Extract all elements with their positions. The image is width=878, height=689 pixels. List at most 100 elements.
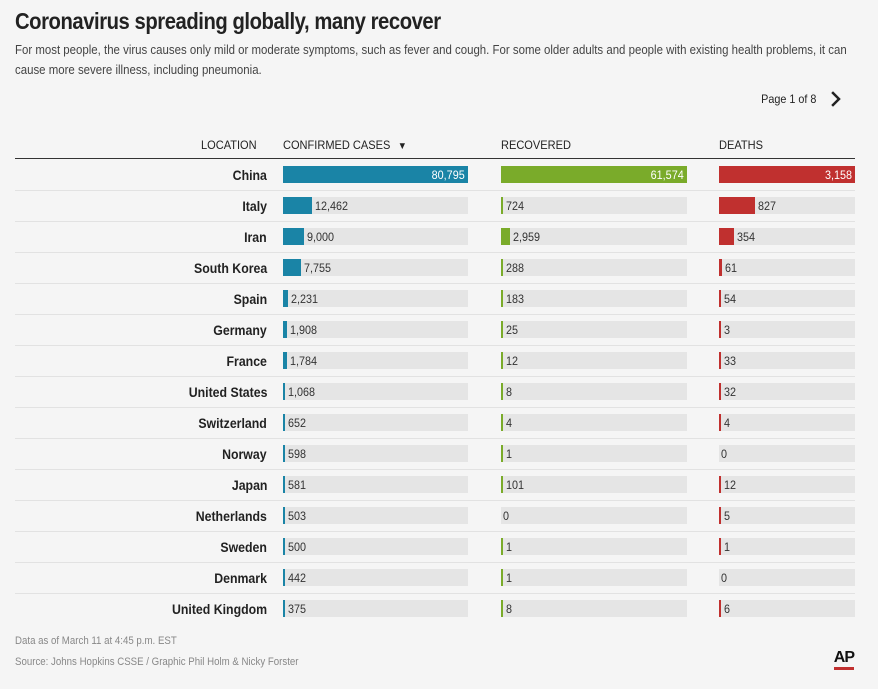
recovered-bar-track: 8: [501, 600, 687, 617]
deaths-bar-track: 827: [719, 197, 855, 214]
recovered-value-label: 8: [506, 602, 513, 616]
table-row: United States 1,068 8 32: [15, 377, 855, 408]
confirmed-value-label: 500: [288, 540, 307, 554]
deaths-value-label: 3,158: [824, 168, 852, 182]
deaths-bar-track: 4: [719, 414, 855, 431]
deaths-bar-track: 6: [719, 600, 855, 617]
deaths-bar: [719, 166, 855, 183]
deaths-bar: [719, 259, 722, 276]
recovered-bar: [501, 228, 510, 245]
column-header-confirmed[interactable]: CONFIRMED CASES ▼: [283, 138, 407, 152]
confirmed-value-label: 1,068: [288, 385, 316, 399]
deaths-bar: [719, 290, 721, 307]
confirmed-bar-track: 652: [283, 414, 468, 431]
recovered-value-label: 25: [506, 323, 519, 337]
deaths-value-label: 1: [724, 540, 731, 554]
header-divider: [15, 158, 855, 159]
recovered-bar-track: 61,574: [501, 166, 687, 183]
recovered-bar: [501, 321, 503, 338]
deaths-bar-track: 12: [719, 476, 855, 493]
recovered-value-label: 1: [506, 571, 513, 585]
deaths-value-label: 0: [721, 571, 728, 585]
recovered-bar: [501, 166, 687, 183]
confirmed-bar: [283, 197, 312, 214]
page-indicator: Page 1 of 8: [760, 92, 816, 106]
source-credit: Source: Johns Hopkins CSSE / Graphic Phi…: [15, 656, 299, 668]
recovered-bar-track: 2,959: [501, 228, 687, 245]
recovered-bar-track: 0: [501, 507, 687, 524]
recovered-bar: [501, 383, 503, 400]
recovered-bar-track: 12: [501, 352, 687, 369]
confirmed-bar: [283, 569, 285, 586]
table-row: China 80,795 61,574 3,158: [15, 160, 855, 191]
next-page-button[interactable]: [826, 89, 846, 109]
column-header-deaths: DEATHS: [719, 138, 763, 152]
location-label: Japan: [231, 477, 267, 493]
confirmed-value-label: 12,462: [315, 199, 349, 213]
recovered-bar: [501, 445, 503, 462]
confirmed-bar-track: 375: [283, 600, 468, 617]
table-row: Denmark 442 1 0: [15, 563, 855, 594]
confirmed-bar-track: 442: [283, 569, 468, 586]
page-subtitle: For most people, the virus causes only m…: [15, 42, 847, 77]
location-label: United States: [188, 384, 267, 400]
location-label: Switzerland: [198, 415, 267, 431]
confirmed-bar-track: 1,908: [283, 321, 468, 338]
confirmed-value-label: 7,755: [304, 261, 332, 275]
recovered-bar-track: 288: [501, 259, 687, 276]
deaths-bar: [719, 538, 721, 555]
deaths-value-label: 3: [724, 323, 731, 337]
recovered-bar-track: 1: [501, 445, 687, 462]
recovered-bar-track: 724: [501, 197, 687, 214]
recovered-bar-track: 8: [501, 383, 687, 400]
sort-descending-icon: ▼: [397, 141, 407, 152]
confirmed-value-label: 581: [288, 478, 307, 492]
confirmed-bar-track: 9,000: [283, 228, 468, 245]
recovered-value-label: 4: [506, 416, 513, 430]
location-label: Spain: [233, 291, 267, 307]
deaths-bar: [719, 197, 755, 214]
location-label: United Kingdom: [171, 601, 267, 617]
recovered-value-label: 101: [506, 478, 525, 492]
confirmed-bar-track: 80,795: [283, 166, 468, 183]
location-label: Denmark: [214, 570, 267, 586]
deaths-bar: [719, 321, 721, 338]
confirmed-bar: [283, 290, 288, 307]
deaths-bar: [719, 507, 721, 524]
confirmed-bar: [283, 321, 287, 338]
recovered-bar-track: 4: [501, 414, 687, 431]
deaths-bar-track: 33: [719, 352, 855, 369]
deaths-value-label: 54: [724, 292, 737, 306]
table-row: France 1,784 12 33: [15, 346, 855, 377]
confirmed-bar-track: 500: [283, 538, 468, 555]
deaths-bar: [719, 383, 721, 400]
confirmed-value-label: 1,784: [290, 354, 318, 368]
table-row: South Korea 7,755 288 61: [15, 253, 855, 284]
recovered-bar: [501, 476, 503, 493]
recovered-bar-track: 1: [501, 569, 687, 586]
confirmed-bar: [283, 352, 287, 369]
recovered-value-label: 288: [506, 261, 525, 275]
location-label: Netherlands: [195, 508, 267, 524]
recovered-value-label: 1: [506, 540, 513, 554]
recovered-bar: [501, 197, 503, 214]
deaths-value-label: 354: [737, 230, 756, 244]
confirmed-value-label: 2,231: [291, 292, 319, 306]
location-label: China: [232, 167, 267, 183]
recovered-value-label: 12: [506, 354, 519, 368]
confirmed-bar-track: 598: [283, 445, 468, 462]
location-label: Norway: [222, 446, 267, 462]
table-row: United Kingdom 375 8 6: [15, 594, 855, 625]
recovered-value-label: 61,574: [650, 168, 684, 182]
deaths-value-label: 827: [758, 199, 777, 213]
recovered-value-label: 1: [506, 447, 513, 461]
deaths-bar-track: 0: [719, 445, 855, 462]
table-row: Switzerland 652 4 4: [15, 408, 855, 439]
recovered-bar: [501, 259, 503, 276]
confirmed-bar: [283, 414, 285, 431]
confirmed-value-label: 375: [288, 602, 307, 616]
column-header-confirmed-label: CONFIRMED CASES: [283, 138, 391, 152]
recovered-value-label: 724: [506, 199, 525, 213]
ap-logo: AP: [833, 650, 855, 670]
confirmed-bar-track: 503: [283, 507, 468, 524]
